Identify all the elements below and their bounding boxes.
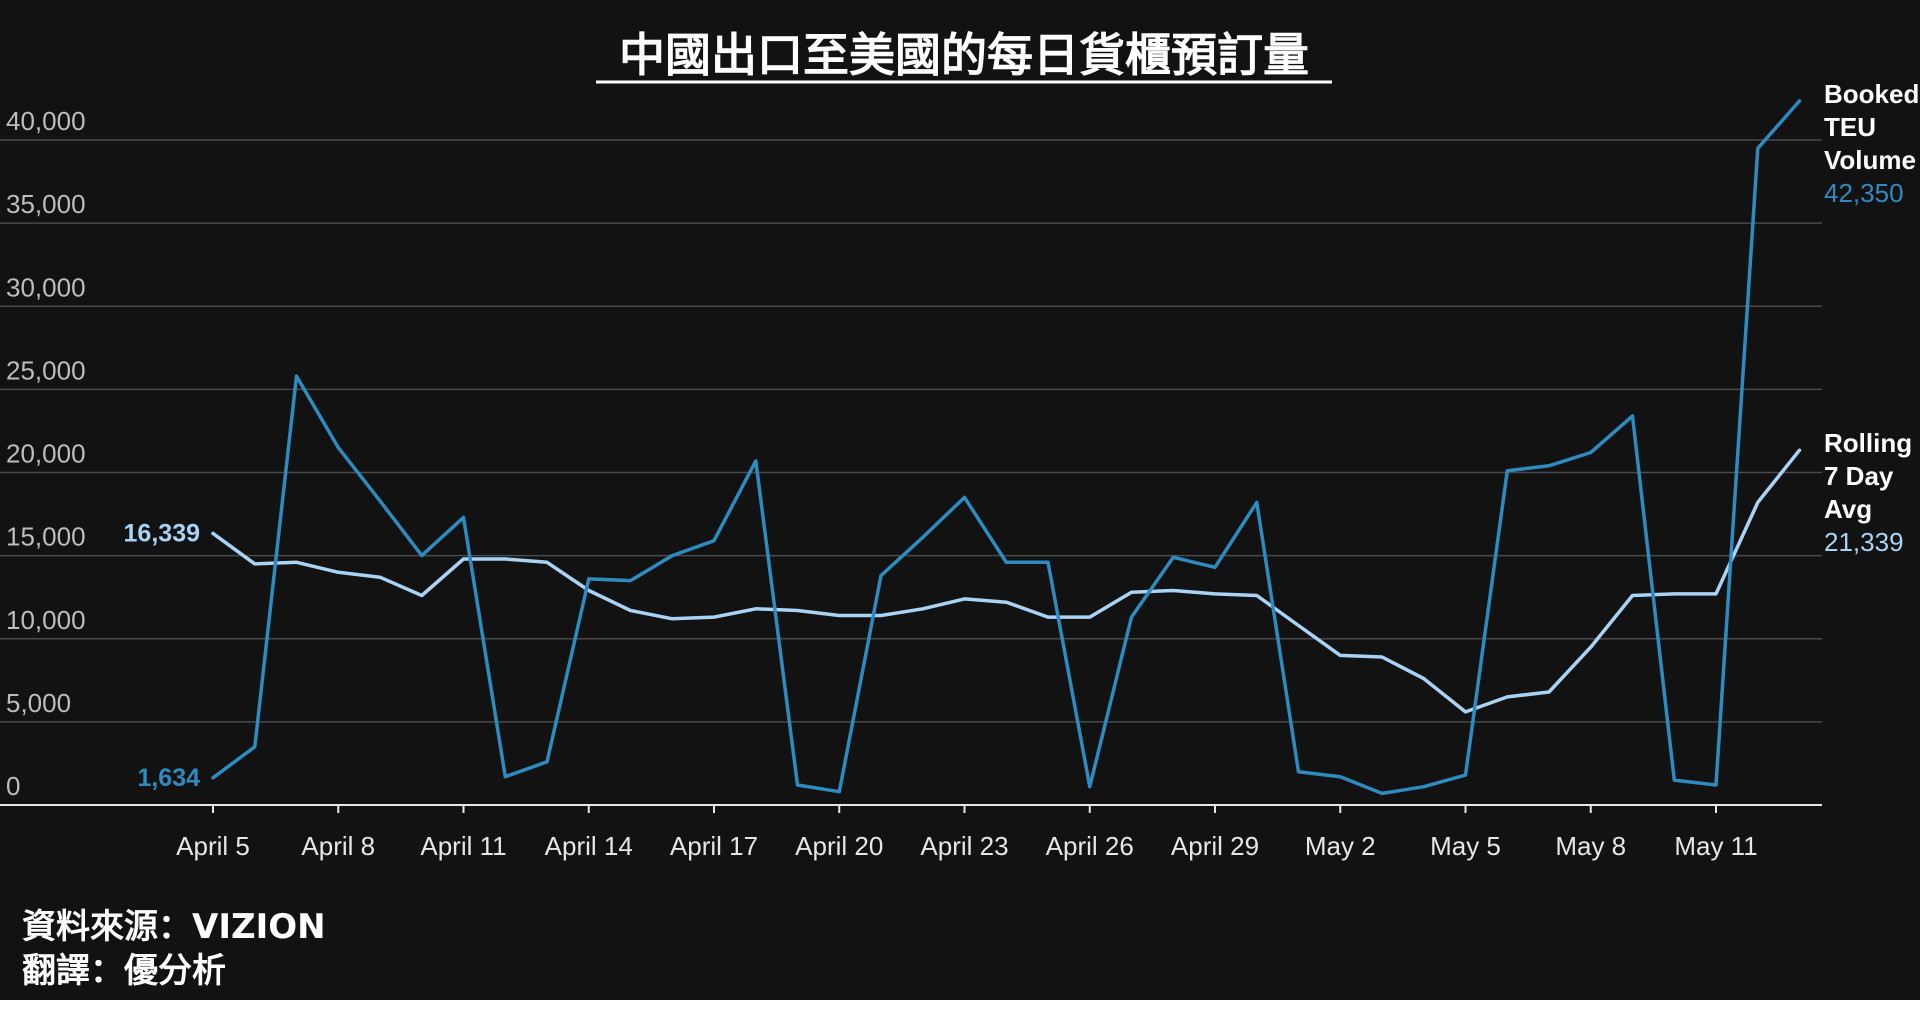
series-line-booked-teu-volume — [211, 99, 1802, 796]
y-tick-label: 0 — [6, 771, 20, 801]
y-tick-label: 25,000 — [6, 355, 86, 385]
x-tick-label: April 26 — [1046, 831, 1134, 861]
chart-title-group: 中國出口至美國的每日貨櫃預訂量 — [596, 28, 1332, 84]
start-label-booked-teu-volume: 1,634 — [137, 764, 200, 792]
x-tick-label: April 11 — [420, 831, 506, 861]
x-tick-label: May 2 — [1305, 831, 1376, 861]
y-axis-ticks: 0 5,000 10,000 15,000 20,000 25,000 30,000 35,0… — [6, 106, 86, 801]
x-tick-label: May 11 — [1674, 831, 1757, 861]
gridlines — [0, 139, 1822, 723]
x-tick-label: May 5 — [1430, 831, 1501, 861]
x-tick-label: April 17 — [670, 831, 758, 861]
source-note: 資料來源：VIZION — [22, 907, 326, 947]
y-tick-label: 35,000 — [6, 189, 86, 219]
translation-note: 翻譯：優分析 — [22, 951, 226, 991]
series-name-line: Booked — [1824, 79, 1919, 109]
x-tick-label: May 8 — [1555, 831, 1626, 861]
y-tick-label: 5,000 — [6, 688, 71, 718]
start-label-rolling-7-day-avg: 16,339 — [124, 519, 200, 547]
y-tick-label: 30,000 — [6, 272, 86, 302]
x-tick-label: April 29 — [1171, 831, 1259, 861]
series-lines — [211, 99, 1802, 796]
series-end-value: 42,350 — [1824, 178, 1904, 208]
x-tick-label: April 8 — [301, 831, 375, 861]
series-name-line: Volume — [1824, 145, 1916, 175]
x-tick-label: April 14 — [545, 831, 633, 861]
chart-title: 中國出口至美國的每日貨櫃預訂量 — [619, 28, 1309, 82]
x-tick-label: April 5 — [176, 831, 250, 861]
footer: 資料來源：VIZION 翻譯：優分析 — [22, 907, 326, 991]
y-tick-label: 15,000 — [6, 522, 86, 552]
series-end-value: 21,339 — [1824, 527, 1904, 557]
series-name-line: Rolling — [1824, 428, 1912, 458]
y-tick-label: 40,000 — [6, 106, 86, 136]
series-name-line: TEU — [1824, 112, 1876, 142]
y-tick-label: 10,000 — [6, 605, 86, 635]
x-tick-label: April 23 — [920, 831, 1008, 861]
x-tick-label: April 20 — [795, 831, 883, 861]
x-axis-ticks: April 5 April 8 April 11 April 14 April 17 Ap… — [176, 805, 1758, 861]
series-name-line: 7 Day — [1824, 461, 1894, 491]
series-line-rolling-7-day-avg — [211, 448, 1802, 714]
series-name-line: Avg — [1824, 494, 1872, 524]
y-tick-label: 20,000 — [6, 439, 86, 469]
